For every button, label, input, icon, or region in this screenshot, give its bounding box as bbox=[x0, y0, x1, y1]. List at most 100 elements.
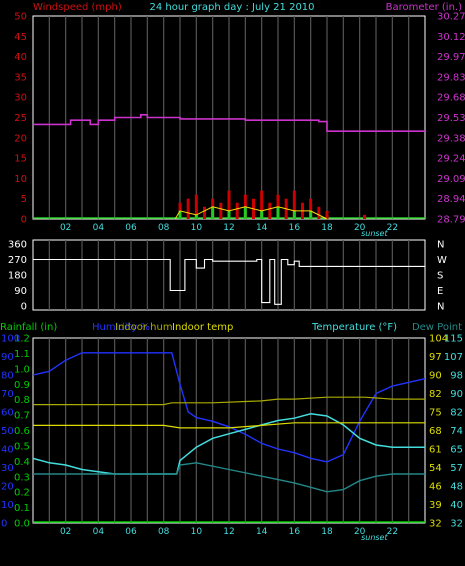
chart-title: 24 hour graph day : July 21 2010 bbox=[149, 2, 314, 13]
direction-tick-label: 0 bbox=[21, 302, 27, 313]
rainfall-tick-label: 1.1 bbox=[14, 349, 30, 360]
rainfall-tick-label: 0.3 bbox=[14, 472, 30, 483]
wind-gust-bar bbox=[219, 202, 223, 219]
indoor-temp-tick-label: 97 bbox=[429, 352, 442, 363]
temperature-tick-label: 98 bbox=[450, 371, 463, 382]
rainfall-tick-label: 0.0 bbox=[14, 519, 30, 530]
compass-label: E bbox=[437, 286, 443, 297]
x-tick-label: 14 bbox=[256, 223, 268, 233]
wind-average-bar bbox=[292, 210, 296, 219]
windspeed-axis-title: Windspeed (mph) bbox=[33, 2, 122, 13]
x-tick-label: 20 bbox=[354, 527, 366, 537]
direction-tick-label: 180 bbox=[8, 271, 27, 282]
direction-tick-label: 270 bbox=[8, 255, 27, 266]
barometer-tick-label: 29.09 bbox=[437, 174, 465, 185]
dew-point-line bbox=[33, 462, 425, 493]
rainfall-tick-label: 0.6 bbox=[14, 426, 30, 437]
wind-gust-bar bbox=[186, 198, 190, 219]
wind-gust-bar bbox=[325, 210, 329, 219]
wind-gust-bar bbox=[317, 206, 321, 219]
windspeed-tick-label: 0 bbox=[21, 215, 27, 226]
x-tick-label: 12 bbox=[223, 527, 234, 537]
x-tick-label: 06 bbox=[125, 223, 137, 233]
x-tick-label: 06 bbox=[125, 527, 137, 537]
rainfall-axis-title: Rainfall (in) bbox=[0, 322, 57, 333]
x-tick-label: 08 bbox=[158, 527, 170, 537]
temperature-tick-label: 65 bbox=[450, 445, 463, 456]
humidity-tick-label: 30 bbox=[1, 463, 14, 474]
x-tick-label: 22 bbox=[387, 527, 398, 537]
rainfall-tick-label: 0.1 bbox=[14, 503, 30, 514]
barometer-tick-label: 29.38 bbox=[437, 133, 465, 144]
x-tick-label: 12 bbox=[223, 223, 234, 233]
windspeed-tick-label: 20 bbox=[14, 133, 27, 144]
rainfall-tick-label: 0.4 bbox=[14, 457, 30, 468]
x-tick-label: 22 bbox=[387, 223, 398, 233]
x-tick-label: 18 bbox=[321, 527, 333, 537]
x-tick-label: 10 bbox=[191, 223, 203, 233]
indoor-temp-tick-label: 54 bbox=[429, 463, 442, 474]
wind-speed-line bbox=[174, 206, 328, 220]
barometer-tick-label: 28.79 bbox=[437, 215, 465, 226]
windspeed-tick-label: 5 bbox=[21, 194, 27, 205]
humidity-line bbox=[32, 352, 426, 463]
wind-average-bar bbox=[178, 210, 182, 219]
indoor-temp-title: Indoor temp bbox=[172, 322, 233, 333]
barometer-tick-label: 30.12 bbox=[437, 32, 465, 43]
temperature-line bbox=[32, 413, 425, 475]
indoor-temp-tick-label: 75 bbox=[429, 408, 442, 419]
indoor-temp-tick-label: 82 bbox=[429, 389, 442, 400]
humidity-tick-label: 20 bbox=[1, 482, 14, 493]
wind-gust-bar bbox=[260, 190, 264, 219]
x-tick-label: 16 bbox=[289, 527, 301, 537]
temperature-tick-label: 32 bbox=[450, 519, 463, 530]
sunset-marker: sunset bbox=[361, 533, 388, 542]
wind-gust-bar bbox=[268, 202, 272, 219]
windspeed-tick-label: 10 bbox=[14, 174, 27, 185]
rainfall-tick-label: 1.2 bbox=[14, 334, 30, 345]
temperature-tick-label: 82 bbox=[450, 408, 463, 419]
rainfall-tick-label: 1.0 bbox=[14, 364, 30, 375]
indoor-temp-line bbox=[33, 422, 425, 429]
compass-label: W bbox=[437, 255, 447, 266]
compass-label: N bbox=[437, 302, 444, 313]
wind-average-bar bbox=[211, 206, 215, 219]
temperature-axis-title: Temperature (°F) bbox=[311, 322, 397, 333]
rainfall-tick-label: 0.2 bbox=[14, 488, 30, 499]
humidity-tick-label: 60 bbox=[1, 408, 14, 419]
humidity-tick-label: 90 bbox=[1, 352, 14, 363]
barometer-tick-label: 29.24 bbox=[437, 154, 465, 165]
barometer-tick-label: 28.94 bbox=[437, 194, 465, 205]
humidity-tick-label: 100 bbox=[1, 334, 20, 345]
humidity-tick-label: 0 bbox=[1, 519, 7, 530]
wind-average-bar bbox=[194, 214, 198, 219]
wind-average-bar bbox=[276, 206, 280, 219]
windspeed-tick-label: 35 bbox=[14, 72, 27, 83]
x-tick-label: 16 bbox=[289, 223, 301, 233]
x-tick-label: 10 bbox=[191, 527, 203, 537]
indoor-hum-line bbox=[33, 396, 425, 406]
windspeed-tick-label: 25 bbox=[14, 113, 27, 124]
barometer-tick-label: 29.97 bbox=[437, 52, 465, 63]
rainfall-tick-label: 0.5 bbox=[14, 441, 30, 452]
wind-gust-bar bbox=[203, 206, 206, 219]
barometer-tick-label: 30.27 bbox=[437, 12, 465, 23]
x-tick-label: 02 bbox=[60, 527, 71, 537]
indoor-hum-title: Indoor hum bbox=[115, 322, 173, 333]
wind-gust-bar bbox=[235, 202, 239, 219]
windspeed-tick-label: 40 bbox=[14, 52, 27, 63]
wind-average-bar bbox=[227, 210, 231, 219]
x-tick-label: 08 bbox=[158, 223, 170, 233]
indoor-temp-tick-label: 61 bbox=[429, 445, 442, 456]
temperature-tick-label: 74 bbox=[450, 426, 463, 437]
sunset-marker: sunset bbox=[361, 229, 388, 238]
wind-gust-bar bbox=[227, 190, 231, 219]
indoor-temp-tick-label: 32 bbox=[429, 519, 442, 530]
barometer-axis-title: Barometer (in.) bbox=[386, 2, 462, 13]
humidity-tick-label: 70 bbox=[1, 389, 14, 400]
barometer-line bbox=[33, 114, 425, 132]
x-tick-label: 14 bbox=[256, 527, 268, 537]
wind-average-bar bbox=[260, 210, 264, 219]
wind-gust-bar bbox=[292, 190, 296, 219]
